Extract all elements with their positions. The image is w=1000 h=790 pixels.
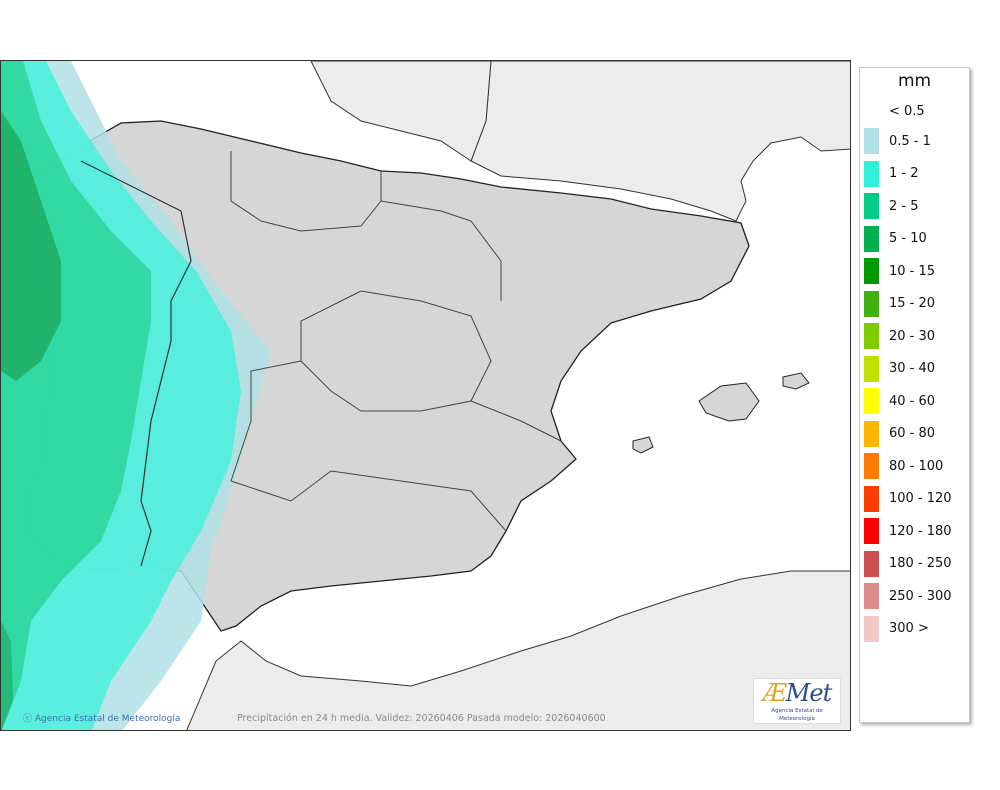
- region-borders: [230, 151, 562, 532]
- legend-row: 20 - 30: [864, 323, 935, 349]
- legend-swatch: [864, 225, 879, 252]
- legend-swatch: [864, 323, 879, 349]
- legend-row: 300 >: [864, 615, 929, 642]
- legend-label: 250 - 300: [889, 588, 952, 604]
- legend-label: 300 >: [889, 621, 929, 636]
- aemet-logo: ÆMet Agencia Estatal de Meteorología: [753, 678, 841, 724]
- map-caption: Precipitación en 24 h media. Validez: 20…: [237, 713, 606, 724]
- legend-label: 60 - 80: [889, 426, 936, 441]
- legend-swatch: [864, 615, 879, 642]
- legend-row-first: < 0.5: [864, 98, 925, 124]
- legend-label: 5 - 10: [889, 231, 927, 246]
- legend-label: 120 - 180: [889, 523, 952, 539]
- france-landmass: [470, 61, 850, 222]
- legend-label: 80 - 100: [889, 458, 944, 474]
- legend-label: 10 - 15: [889, 263, 936, 279]
- precip-band-5-10-south: [1, 621, 13, 730]
- legend-label: 0.5 - 1: [889, 133, 931, 149]
- precipitation-map: ⓒ Agencia Estatal de Meteorología Precip…: [0, 60, 851, 731]
- legend-label: 20 - 30: [889, 328, 936, 344]
- logo-subtitle: Agencia Estatal de Meteorología: [771, 708, 823, 722]
- logo-word: ÆMet: [762, 679, 832, 707]
- map-canvas: [1, 61, 850, 730]
- legend-swatch: [864, 583, 879, 609]
- legend-row: 120 - 180: [864, 518, 952, 544]
- legend-swatch-none: [864, 98, 879, 124]
- legend-row: 180 - 250: [864, 550, 952, 577]
- precip-band-5-10: [1, 111, 61, 381]
- legend-row: 5 - 10: [864, 225, 927, 252]
- legend-label: 40 - 60: [889, 393, 936, 409]
- legend-swatch: [864, 518, 879, 544]
- legend-label: 2 - 5: [889, 198, 919, 214]
- legend-row: 1 - 2: [864, 160, 919, 187]
- legend-row: 250 - 300: [864, 583, 952, 609]
- legend-row: 40 - 60: [864, 388, 935, 414]
- legend-row: 60 - 80: [864, 420, 936, 447]
- legend-unit: mm: [897, 71, 932, 91]
- legend-row: 80 - 100: [864, 453, 943, 479]
- ibiza: [632, 436, 654, 454]
- legend-label: 180 - 250: [889, 556, 952, 571]
- legend-swatch: [864, 193, 879, 219]
- legend-label: 15 - 20: [889, 296, 936, 311]
- legend-swatch: [864, 355, 879, 382]
- legend-swatch: [864, 485, 879, 512]
- legend-swatch: [864, 550, 879, 577]
- legend-swatch: [864, 128, 879, 154]
- africa-landmass: [186, 570, 850, 730]
- legend-row: 15 - 20: [864, 290, 936, 317]
- legend-row: 10 - 15: [864, 258, 935, 284]
- france-coast: [310, 61, 492, 162]
- legend-swatch: [864, 453, 879, 479]
- agency-credit: ⓒ Agencia Estatal de Meteorología: [23, 714, 181, 724]
- legend-swatch: [864, 420, 879, 447]
- legend-swatch: [864, 258, 879, 284]
- legend-label: 30 - 40: [889, 361, 936, 376]
- legend-label: < 0.5: [889, 103, 925, 119]
- legend-label: 1 - 2: [889, 166, 919, 181]
- legend-swatch: [864, 388, 879, 414]
- mallorca: [698, 382, 760, 422]
- menorca: [782, 372, 810, 390]
- legend-row: 100 - 120: [864, 485, 952, 512]
- legend-row: 0.5 - 1: [864, 128, 931, 154]
- legend-label: 100 - 120: [889, 491, 952, 506]
- legend-row: 30 - 40: [864, 355, 936, 382]
- copyright-icon: ⓒ: [23, 714, 33, 724]
- portugal-border: [80, 160, 192, 567]
- legend-swatch: [864, 290, 879, 317]
- legend-swatch: [864, 160, 879, 187]
- legend-row: 2 - 5: [864, 193, 919, 219]
- precipitation-legend: mm < 0.5 0.5 - 1 1 - 2 2 - 5 5 - 10 10 - 15 1…: [859, 67, 970, 723]
